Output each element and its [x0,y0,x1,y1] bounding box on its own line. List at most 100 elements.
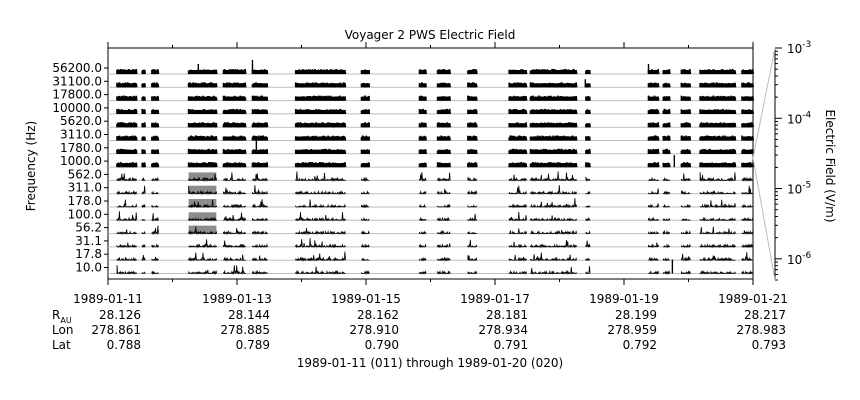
x-tick-label: 1989-01-19 [589,292,659,306]
data-segment [467,230,478,235]
data-band [361,123,370,128]
data-band [742,70,750,74]
channel-trace [116,265,754,275]
data-band [117,163,137,168]
data-band [188,109,217,114]
data-band [151,109,159,114]
right-tick-label: 10-6 [787,251,812,267]
data-segment [748,188,754,195]
data-segment [419,230,427,235]
x-tick-label: 1989-01-11 [73,292,143,306]
data-segment [648,270,660,275]
y-tick-label: 311.0 [68,181,102,195]
data-segment [419,243,427,249]
data-segment [585,190,591,195]
data-band [749,70,753,74]
data-band [700,149,735,154]
data-band [188,163,217,168]
data-band [117,109,137,114]
data-segment [508,228,527,235]
data-band [749,149,753,154]
data-band [648,83,659,88]
data-band [252,136,268,141]
tick-exponent: -6 [802,251,811,261]
data-segment [508,241,527,249]
data-band [509,163,527,168]
data-band [437,149,451,154]
data-band [252,109,268,114]
data-band [467,163,477,168]
channel-trace [116,211,754,222]
data-band [252,149,268,154]
ephemeris-value: 28.199 [615,308,657,322]
data-band [742,109,750,114]
data-segment [223,187,246,196]
data-band [749,109,753,114]
data-segment [361,270,370,275]
data-band [700,83,735,88]
data-segment [681,203,691,209]
data-band [648,149,659,154]
y-tick-label: 178.0 [68,194,102,208]
y-tick-label: 10000.0 [52,101,102,115]
data-band [749,83,753,88]
data-segment [116,229,138,235]
data-band [530,70,577,74]
data-segment [437,269,451,275]
ephemeris-row-label: Lon [52,323,73,337]
data-band [681,109,691,114]
data-segment [437,230,451,236]
data-band [117,149,137,154]
data-segment [748,204,754,208]
frequency-axis: 10.017.831.156.2100.0178.0311.0562.01000… [52,61,108,275]
data-segment [295,171,346,182]
data-band [223,136,246,141]
tick-base: 10 [787,253,802,267]
data-band [585,109,591,114]
data-band [419,123,427,128]
data-band [742,83,750,88]
data-band [361,96,370,101]
data-segment [141,255,146,262]
data-band [188,123,217,128]
data-segment [188,252,218,262]
data-band [700,109,735,114]
data-segment [151,270,159,275]
data-band [681,123,691,128]
right-tick-label: 10-5 [787,181,811,197]
channel-trace [116,171,754,182]
data-band [585,96,591,101]
channel-fill [188,212,217,221]
data-band [295,136,346,141]
data-segment [151,256,159,262]
data-segment [681,229,691,235]
data-segment [467,204,478,208]
data-segment [361,216,370,222]
y2-axis-label: Electric Field (V/m) [823,109,837,222]
data-segment [662,203,671,208]
data-segment [699,172,736,182]
ephemeris-value: 278.885 [220,323,270,337]
ephemeris-table: RAU 28.126 28.144 28.162 28.181 28.199 28.217 L… [52,308,786,352]
data-band [663,163,670,168]
channel-trace [116,148,755,154]
data-segment [419,256,427,262]
data-segment [748,258,754,261]
data-band [585,70,591,74]
data-band [151,123,159,128]
data-band [223,163,246,168]
data-band [681,96,691,101]
y-tick-label: 17.8 [75,247,102,261]
x-tick-label: 1989-01-13 [202,292,272,306]
data-band [188,83,217,88]
row-label-main: R [52,308,60,322]
data-segment [252,173,268,182]
data-segment [437,243,451,249]
data-segment [648,188,660,195]
data-band [648,136,659,141]
data-segment [508,254,527,262]
data-segment [188,269,218,275]
data-segment [188,239,218,249]
data-segment [223,172,247,182]
